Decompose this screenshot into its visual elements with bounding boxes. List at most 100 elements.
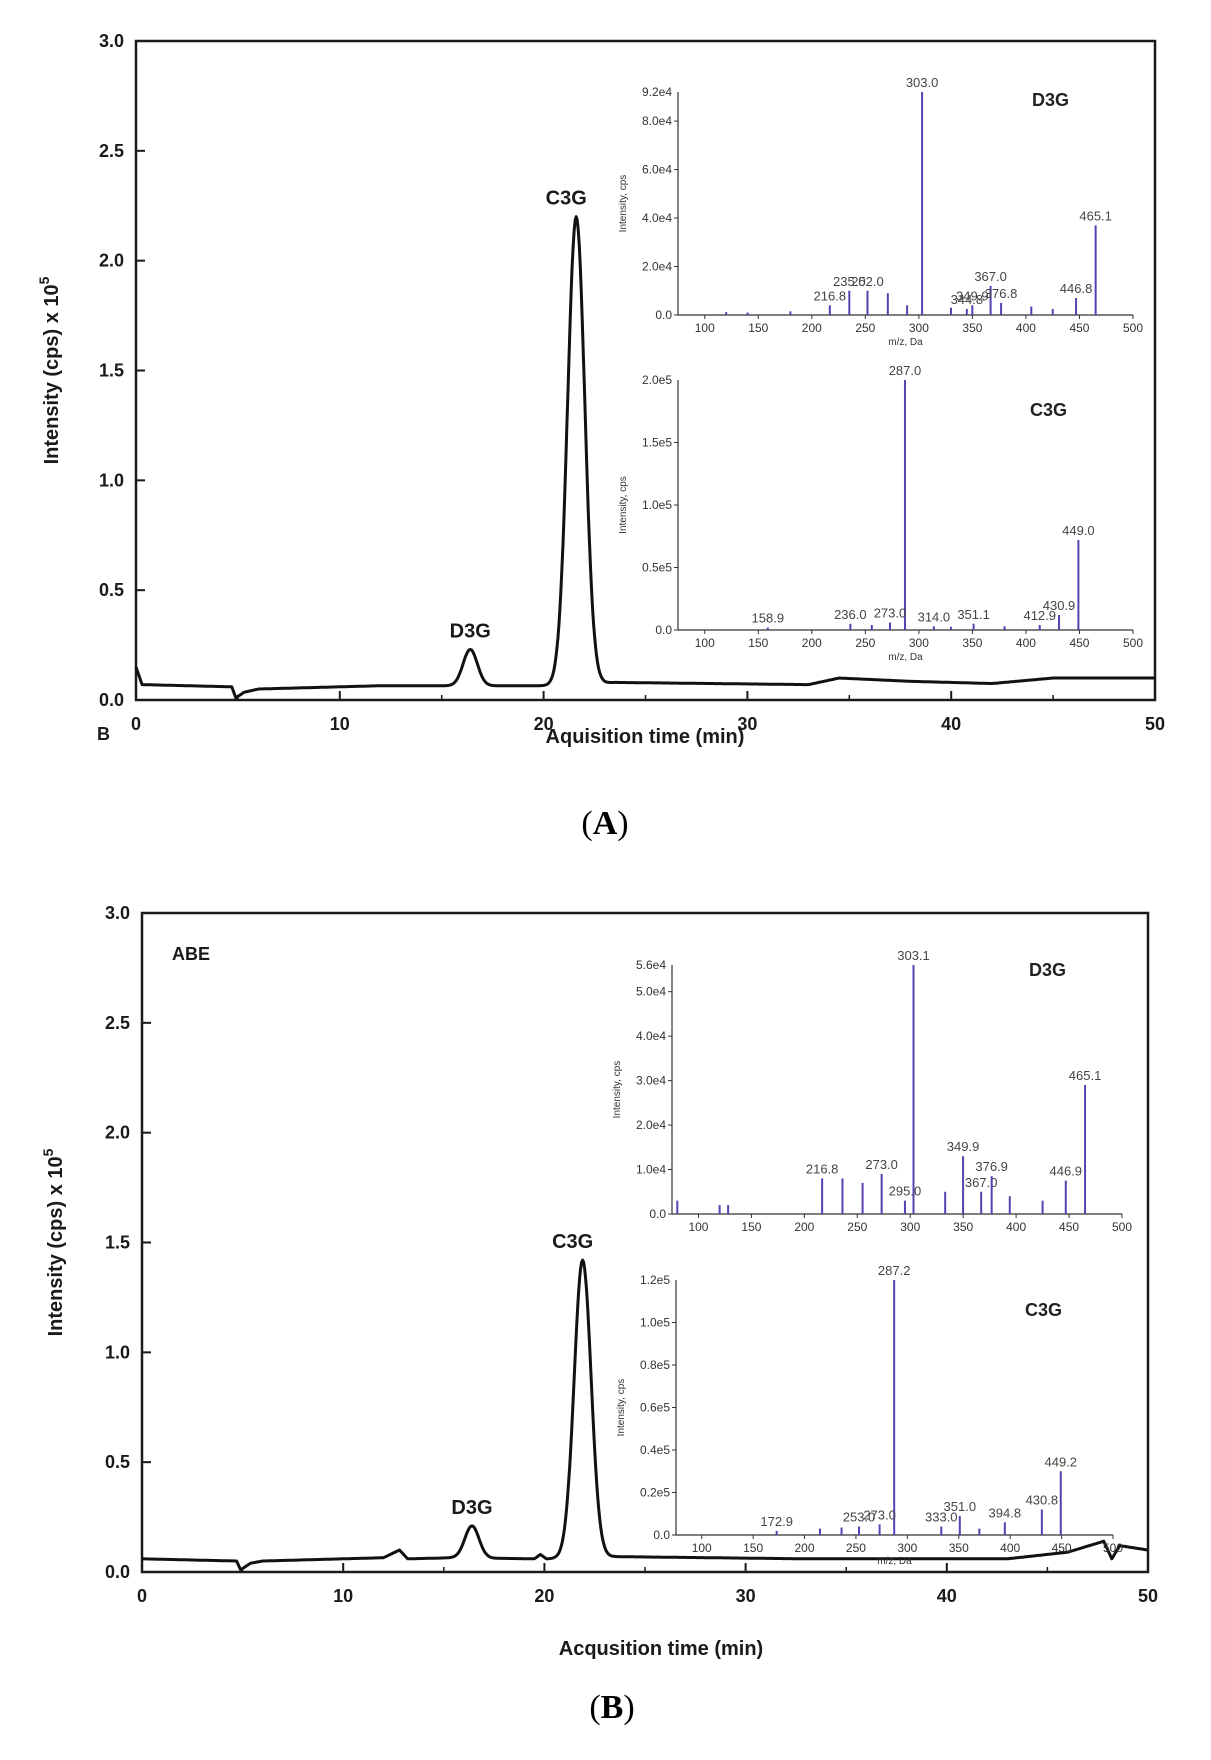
inset-y-tick-label: 1.0e5: [640, 1316, 670, 1330]
x-tick-label: 0: [131, 714, 141, 734]
inset-ymax-label: 2.0e5: [642, 373, 672, 387]
inset-y-tick-label: 0.5e5: [642, 561, 672, 575]
inset-x-tick-label: 350: [962, 636, 982, 650]
inset-x-tick-label: 100: [695, 321, 715, 335]
y-tick-label: 1.5: [99, 361, 124, 381]
y-tick-label: 2.0: [99, 251, 124, 271]
inset-title: D3G: [1032, 90, 1069, 110]
inset-x-tick-label: 150: [743, 1541, 763, 1555]
inset-x-tick-label: 200: [802, 636, 822, 650]
inset-x-tick-label: 100: [695, 636, 715, 650]
y-tick-label: 3.0: [99, 31, 124, 51]
spectrum-peak-label: 349.9: [947, 1139, 980, 1154]
spectrum-peak-label: 376.9: [975, 1159, 1008, 1174]
inset-y-tick-label: 0.8e5: [640, 1358, 670, 1372]
y-axis-label-exponent: 5: [36, 276, 52, 284]
spectrum-peak-label: 446.9: [1050, 1164, 1083, 1179]
inset-x-tick-label: 250: [855, 321, 875, 335]
spectrum-peak-label: 287.2: [878, 1263, 911, 1278]
y-tick-label: 1.5: [105, 1233, 130, 1253]
inset-x-tick-label: 400: [1016, 636, 1036, 650]
spectrum-peak-label: 430.8: [1026, 1493, 1059, 1508]
spectrum-peak-label: 344.8: [951, 292, 984, 307]
spectrum-peak-label: 333.0: [925, 1510, 958, 1525]
caption-paren: (: [581, 805, 592, 842]
inset-x-axis-label: m/z, Da: [888, 652, 923, 663]
spectrum-peak-label: 236.0: [834, 607, 867, 622]
inset-x-tick-label: 300: [909, 321, 929, 335]
inset-y-tick-label: 0.2e5: [640, 1486, 670, 1500]
spectrum-peak-label: 303.1: [897, 948, 930, 963]
y-tick-label: 0.5: [105, 1452, 130, 1472]
inset-x-tick-label: 200: [802, 321, 822, 335]
inset-x-axis-label: m/z, Da: [888, 337, 923, 348]
spectrum-peak-label: 273.0: [863, 1507, 896, 1522]
y-tick-label: 2.5: [99, 141, 124, 161]
x-tick-label: 50: [1138, 1586, 1158, 1606]
y-axis-label: Intensity (cps) x 105: [40, 1148, 67, 1336]
caption-paren: ): [617, 805, 628, 842]
inset-x-tick-label: 250: [847, 1220, 867, 1234]
inset-y-tick-label: 0.0: [649, 1207, 666, 1221]
inset-x-tick-label: 300: [900, 1220, 920, 1234]
sample-label: ABE: [172, 944, 210, 964]
inset-y-tick-label: 0.0: [655, 308, 672, 322]
x-tick-label: 40: [937, 1586, 957, 1606]
inset-x-tick-label: 200: [795, 1541, 815, 1555]
caption-letter: A: [593, 805, 618, 842]
inset-x-tick-label: 500: [1123, 321, 1143, 335]
y-axis-label-text: Intensity (cps) x 10: [41, 284, 63, 464]
spectrum-peak-label: 252.0: [851, 274, 884, 289]
inset-y-tick-label: 0.0: [655, 623, 672, 637]
x-tick-label: 10: [333, 1586, 353, 1606]
peak-label-c3g: C3G: [552, 1231, 593, 1253]
spectrum-peak-label: 412.9: [1023, 608, 1056, 623]
spectrum-peak-label: 273.0: [865, 1157, 898, 1172]
spectrum-peak-label: 465.1: [1069, 1068, 1102, 1083]
inset-y-axis-label: Intensity, cps: [618, 175, 629, 233]
spectrum-peak-label: 351.0: [944, 1499, 977, 1514]
inset-x-tick-label: 450: [1069, 321, 1089, 335]
spectrum-peak-label: 172.9: [760, 1514, 793, 1529]
spectrum-peak-label: 376.8: [985, 286, 1018, 301]
peak-label-c3g: C3G: [546, 188, 587, 210]
inset-x-tick-label: 500: [1112, 1220, 1132, 1234]
chart-panel-b: 0.0 0.5 1.0 1.5 2.0 2.5 3.0 0 10 20 30 40 50 Acqusiti…: [40, 903, 1158, 1726]
inset-x-tick-label: 350: [949, 1541, 969, 1555]
x-axis-label: Aquisition time (min): [546, 726, 745, 748]
inset-x-tick-label: 500: [1123, 636, 1143, 650]
inset-x-tick-label: 200: [794, 1220, 814, 1234]
x-tick-label: 40: [941, 714, 961, 734]
spectrum-peak-label: 216.8: [806, 1161, 839, 1176]
chart-panel-a: 0.0 0.5 1.0 1.5 2.0 2.5 3.0 0 10 20 30 40 50 Aquisiti…: [36, 31, 1165, 842]
inset-x-tick-label: 400: [1000, 1541, 1020, 1555]
spectrum-peak-label: 367.0: [974, 269, 1007, 284]
inset-y-axis-label: Intensity, cps: [612, 1061, 623, 1119]
inset-y-tick-label: 3.0e4: [636, 1074, 666, 1088]
panel-caption: (A): [581, 805, 628, 842]
inset-ymax-label: 5.6e4: [636, 958, 666, 972]
inset-y-tick-label: 0.6e5: [640, 1401, 670, 1415]
spectrum-peak-label: 465.1: [1079, 208, 1112, 223]
y-tick-label: 0.5: [99, 580, 124, 600]
inset-x-tick-label: 100: [692, 1541, 712, 1555]
ms-inset-c3g: 0.0 0.2e5 0.4e5 0.6e5 0.8e5 1.0e5 1.2e5 100 150 2…: [616, 1263, 1123, 1567]
spectrum-peak-label: 158.9: [752, 611, 785, 626]
inset-x-tick-label: 300: [897, 1541, 917, 1555]
spectrum-peak-label: 449.0: [1062, 523, 1095, 538]
plot-frame: [134, 39, 1157, 702]
spectrum-peak-label: 216.8: [814, 288, 847, 303]
spectrum-peak-label: 295.0: [889, 1184, 922, 1199]
y-tick-label: 2.0: [105, 1123, 130, 1143]
inset-x-tick-label: 450: [1059, 1220, 1079, 1234]
x-tick-label: 50: [1145, 714, 1165, 734]
y-tick-label: 1.0: [105, 1342, 130, 1362]
inset-x-tick-label: 350: [953, 1220, 973, 1234]
spectrum-peak-label: 253.0: [843, 1510, 876, 1525]
y-tick-label: 2.5: [105, 1013, 130, 1033]
inset-title: C3G: [1025, 1300, 1062, 1320]
ms-inset-d3g: 0.0 1.0e4 2.0e4 3.0e4 4.0e4 5.0e4 5.6e4 100 150 2…: [612, 948, 1132, 1234]
caption-paren: (: [589, 1689, 600, 1726]
spectrum-peak-label: 367.0: [965, 1175, 998, 1190]
